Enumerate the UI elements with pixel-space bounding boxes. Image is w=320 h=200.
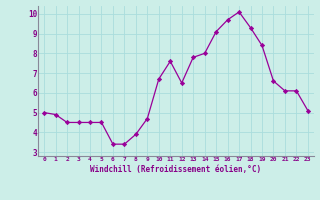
X-axis label: Windchill (Refroidissement éolien,°C): Windchill (Refroidissement éolien,°C) bbox=[91, 165, 261, 174]
